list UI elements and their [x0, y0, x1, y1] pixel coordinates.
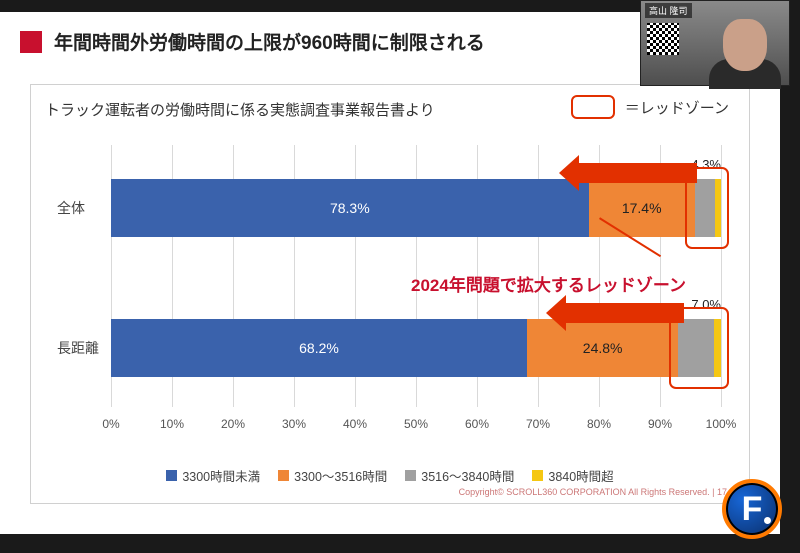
- expand-arrow-icon: [564, 303, 684, 323]
- expand-arrow-icon: [577, 163, 697, 183]
- legend-swatch: [532, 470, 543, 481]
- badge-dot: [764, 517, 771, 524]
- presenter-head: [723, 19, 767, 71]
- x-tick-label: 70%: [526, 417, 550, 431]
- x-tick-label: 100%: [706, 417, 737, 431]
- bar-row: 78.3%17.4%4.3%: [111, 179, 721, 237]
- x-tick-label: 10%: [160, 417, 184, 431]
- legend-item: 3300～3516時間: [278, 466, 387, 485]
- chart-panel: トラック運転者の労働時間に係る実態調査事業報告書より ＝レッドゾーン 0% 10%…: [30, 84, 750, 504]
- legend-swatch: [278, 470, 289, 481]
- segment-value: 78.3%: [330, 200, 370, 216]
- title-row: 年間時間外労働時間の上限が960時間に制限される: [20, 28, 485, 55]
- x-tick-label: 80%: [587, 417, 611, 431]
- x-tick-label: 20%: [221, 417, 245, 431]
- x-tick-label: 90%: [648, 417, 672, 431]
- slide-footer: Copyright© SCROLL360 CORPORATION All Rig…: [459, 487, 727, 497]
- bar-row: 68.2%24.8%7.0%: [111, 319, 721, 377]
- x-tick-label: 60%: [465, 417, 489, 431]
- slide: 年間時間外労働時間の上限が960時間に制限される scro 360 トラック運転…: [0, 12, 780, 534]
- legend-swatch: [166, 470, 177, 481]
- redzone-legend-text: ＝レッドゾーン: [625, 97, 729, 118]
- legend-label: 3516～3840時間: [421, 466, 514, 485]
- bar-segment: [678, 319, 713, 377]
- f-badge-icon: F: [722, 479, 782, 539]
- legend-label: 3300～3516時間: [294, 466, 387, 485]
- bar-segment: [715, 179, 720, 237]
- slide-title: 年間時間外労働時間の上限が960時間に制限される: [54, 28, 485, 55]
- redzone-swatch: [571, 95, 615, 119]
- presenter-name: 高山 隆司: [645, 3, 692, 18]
- bar-segment: 68.2%: [111, 319, 527, 377]
- legend-item: 3840時間超: [532, 466, 613, 485]
- y-category-label: 長距離: [57, 338, 99, 358]
- title-marker: [20, 31, 42, 53]
- x-tick-label: 30%: [282, 417, 306, 431]
- segment-value: 17.4%: [622, 200, 662, 216]
- redzone-legend: ＝レッドゾーン: [571, 95, 729, 119]
- webcam-thumbnail[interactable]: 高山 隆司: [640, 0, 790, 86]
- legend-swatch: [405, 470, 416, 481]
- legend-item: 3300時間未満: [166, 466, 260, 485]
- legend: 3300時間未満 3300～3516時間 3516～3840時間 3840時間超: [31, 466, 749, 485]
- chart-plot: 0%10%20%30%40%50%60%70%80%90%100%全体78.3%…: [111, 145, 721, 435]
- y-category-label: 全体: [57, 198, 85, 218]
- bar-segment: 78.3%: [111, 179, 589, 237]
- segment-value: 68.2%: [299, 340, 339, 356]
- legend-label: 3300時間未満: [182, 466, 260, 485]
- x-tick-label: 40%: [343, 417, 367, 431]
- badge-letter: F: [742, 490, 763, 529]
- chart-subtitle: トラック運転者の労働時間に係る実態調査事業報告書より: [45, 99, 435, 120]
- bar-segment: 17.4%: [589, 179, 695, 237]
- segment-value: 24.8%: [583, 340, 623, 356]
- legend-label: 3840時間超: [548, 466, 613, 485]
- qr-code: [647, 23, 679, 55]
- combined-value-label: 7.0%: [691, 297, 721, 312]
- x-tick-label: 50%: [404, 417, 428, 431]
- bar-segment: [695, 179, 716, 237]
- x-tick-label: 0%: [102, 417, 119, 431]
- legend-item: 3516～3840時間: [405, 466, 514, 485]
- callout-text: 2024年問題で拡大するレッドゾーン: [411, 271, 686, 296]
- bar-segment: [714, 319, 721, 377]
- gridline: [721, 145, 722, 407]
